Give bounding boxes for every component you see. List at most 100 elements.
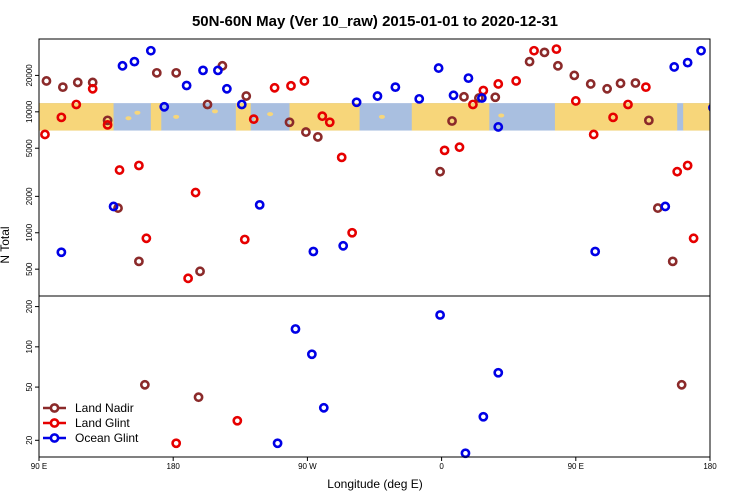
land-nadir-point bbox=[301, 127, 311, 137]
land-glint-point bbox=[232, 415, 243, 426]
chart-title: 50N-60N May (Ver 10_raw) 2015-01-01 to 2… bbox=[192, 13, 558, 30]
legend-entry-label: Land Glint bbox=[75, 416, 130, 430]
ocean-glint-point bbox=[318, 402, 329, 413]
land-glint-point bbox=[324, 117, 335, 128]
land-glint-point bbox=[551, 44, 562, 55]
x-axis: 90 E 180 90 W 0 90 E 180 bbox=[31, 457, 717, 471]
island bbox=[692, 114, 699, 119]
land-glint-point bbox=[87, 83, 98, 94]
land-nadir-point bbox=[102, 115, 113, 126]
legend-entry-label: Land Nadir bbox=[75, 401, 134, 415]
island bbox=[378, 114, 385, 119]
island bbox=[125, 116, 132, 121]
bottom-panel: 20 50 100 200 bbox=[25, 295, 711, 459]
land-glint-point bbox=[608, 112, 618, 123]
ocean-glint-point bbox=[414, 93, 425, 104]
ocean-glint-point bbox=[181, 80, 192, 91]
ocean-glint-point bbox=[478, 411, 489, 422]
y-tick-label: 10000 bbox=[25, 100, 34, 123]
x-tick-label: 180 bbox=[167, 462, 181, 471]
ocean-glint-point bbox=[460, 448, 471, 459]
land-glint-point bbox=[171, 438, 182, 449]
ocean-glint-point bbox=[390, 82, 401, 93]
land-glint-point bbox=[672, 166, 683, 177]
land-nadir-point bbox=[241, 91, 252, 101]
land-nadir-point bbox=[435, 166, 446, 177]
land-glint-point bbox=[640, 82, 651, 93]
legend-marker bbox=[49, 418, 60, 428]
land-nadir-point bbox=[195, 266, 205, 277]
ocean-glint-point bbox=[433, 63, 444, 73]
land-nadir-point bbox=[630, 78, 641, 88]
ocean-glint-point bbox=[56, 247, 67, 258]
land-glint-point bbox=[454, 142, 465, 153]
legend-marker bbox=[49, 403, 60, 413]
ocean-glint-point bbox=[493, 122, 504, 132]
land-glint-point bbox=[493, 79, 504, 89]
land-nadir-point bbox=[652, 203, 663, 213]
ocean-glint-point bbox=[213, 65, 223, 76]
ocean-glint-point bbox=[463, 73, 474, 84]
ocean-glint-point bbox=[372, 91, 383, 101]
island bbox=[654, 109, 661, 114]
island bbox=[211, 109, 218, 114]
top-panel-points bbox=[40, 44, 710, 284]
land-mass bbox=[150, 103, 162, 131]
land-glint-point bbox=[71, 99, 82, 110]
x-tick-label: 0 bbox=[439, 462, 444, 471]
land-glint-point bbox=[141, 233, 152, 244]
land-nadir-point bbox=[193, 392, 204, 403]
x-tick-label: 90 E bbox=[31, 462, 47, 471]
y-tick-label: 2000 bbox=[25, 187, 34, 205]
y-tick-label: 50 bbox=[25, 382, 34, 391]
ocean-glint-point bbox=[696, 45, 706, 56]
land-nadir-point bbox=[615, 78, 626, 89]
land-glint-point bbox=[239, 234, 250, 245]
land-glint-point bbox=[317, 111, 328, 122]
land-glint-point bbox=[570, 96, 581, 106]
x-tick-label: 180 bbox=[703, 462, 717, 471]
land-nadir-point bbox=[643, 115, 654, 126]
land-nadir-point bbox=[459, 91, 469, 102]
land-glint-point bbox=[623, 99, 633, 110]
ocean-glint-point bbox=[306, 349, 317, 360]
land-nadir-point bbox=[539, 47, 550, 58]
land-glint-point bbox=[588, 129, 599, 140]
land-nadir-point bbox=[667, 256, 678, 267]
ocean-glint-point bbox=[272, 438, 283, 449]
land-glint-point bbox=[688, 233, 699, 244]
land-glint-point bbox=[347, 227, 358, 238]
land-nadir-point bbox=[41, 76, 52, 86]
land-glint-point bbox=[183, 273, 194, 284]
bottom-panel-points bbox=[139, 310, 687, 459]
y-tick-label: 20000 bbox=[25, 64, 34, 87]
y-tick-label: 1000 bbox=[25, 223, 34, 241]
land-nadir-point bbox=[490, 92, 501, 103]
x-tick-label: 90 W bbox=[298, 462, 317, 471]
ocean-glint-point bbox=[159, 101, 170, 112]
land-nadir-point bbox=[284, 117, 295, 128]
land-nadir-point bbox=[602, 83, 613, 94]
y-tick-label: 500 bbox=[25, 262, 34, 276]
ocean-glint-point bbox=[669, 62, 680, 72]
land-nadir-point bbox=[171, 67, 182, 78]
land-nadir-point bbox=[57, 82, 68, 93]
ocean-glint-point bbox=[708, 103, 710, 112]
land-glint-point bbox=[478, 85, 489, 96]
ocean-glint-point bbox=[198, 65, 208, 76]
legend-marker bbox=[49, 433, 60, 443]
ocean-glint-point bbox=[117, 60, 128, 71]
x-axis-label: Longitude (deg E) bbox=[327, 477, 422, 491]
ocean-glint-point bbox=[590, 246, 601, 257]
legend-entry-label: Ocean Glint bbox=[75, 431, 139, 445]
bottom-y-axis: 20 50 100 200 bbox=[25, 299, 39, 445]
y-tick-label: 5000 bbox=[25, 139, 34, 157]
ocean-glint-point bbox=[308, 246, 319, 257]
bottom-panel-frame bbox=[38, 295, 711, 458]
land-glint-point bbox=[286, 80, 296, 91]
ocean-glint-point bbox=[221, 83, 232, 94]
land-nadir-point bbox=[569, 70, 580, 81]
land-glint-point bbox=[56, 112, 67, 123]
